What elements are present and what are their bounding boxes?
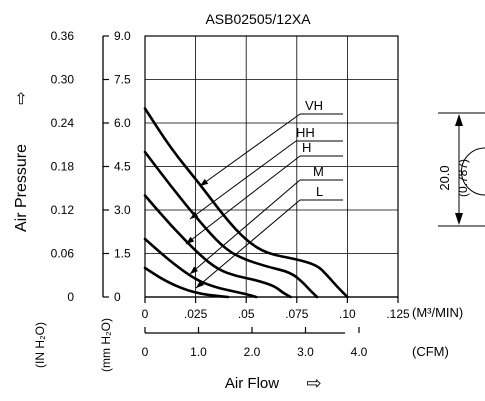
chart-title: ASB02505/12XA bbox=[205, 11, 311, 27]
y-tick-label-secondary: 4.5 bbox=[114, 160, 131, 174]
legend-label-m: M bbox=[313, 164, 324, 179]
y-tick-label-secondary: 1.5 bbox=[114, 247, 131, 261]
y-tick-label-primary: 0.12 bbox=[51, 203, 75, 217]
curves bbox=[143, 107, 349, 299]
legend-arrowhead bbox=[186, 236, 195, 244]
curve-m bbox=[143, 237, 258, 299]
x-tick-label-primary: 0 bbox=[142, 307, 149, 321]
y-unit-primary: (IN H₂O) bbox=[33, 322, 47, 368]
y-tick-label-primary: 0 bbox=[67, 290, 74, 304]
legend-arrowhead bbox=[190, 266, 199, 274]
y-tick-label-secondary: 9.0 bbox=[114, 29, 131, 43]
legend-label-l: L bbox=[316, 184, 323, 199]
y-tick-label-primary: 0.06 bbox=[51, 247, 75, 261]
y-tick-label-primary: 0.18 bbox=[51, 160, 75, 174]
y-axis-arrow-icon: ⇨ bbox=[13, 91, 30, 104]
side-dimension-sub: (0.787) bbox=[456, 159, 470, 197]
side-dimension-value: 20.0 bbox=[437, 165, 452, 190]
legend-leader bbox=[189, 140, 297, 220]
side-dimension-drawing bbox=[438, 112, 485, 227]
y-tick-label-secondary: 7.5 bbox=[114, 73, 131, 87]
x-unit-primary: (M³/MIN) bbox=[412, 305, 463, 320]
x-tick-label-primary: .075 bbox=[285, 307, 309, 321]
x-axis-label: Air Flow bbox=[225, 375, 279, 392]
grid bbox=[145, 36, 398, 297]
x-tick-label-secondary: 3.0 bbox=[297, 345, 314, 359]
x-tick-label-primary: .025 bbox=[184, 307, 208, 321]
legend-leader bbox=[195, 199, 301, 289]
legend-leader bbox=[185, 155, 301, 245]
y-tick-label-secondary: 3.0 bbox=[114, 203, 131, 217]
x-unit-secondary: (CFM) bbox=[412, 344, 449, 359]
legend-arrowhead bbox=[196, 280, 205, 288]
legend-arrowhead bbox=[190, 211, 199, 219]
curve-hh bbox=[143, 150, 319, 299]
x-tick-label-secondary: 4.0 bbox=[351, 345, 368, 359]
y-axis-label: Air Pressure bbox=[13, 144, 30, 232]
x-axis-arrow-icon: ⇨ bbox=[306, 373, 321, 393]
curve-h bbox=[143, 194, 293, 299]
curve-vh bbox=[143, 107, 349, 299]
x-tick-label-secondary: 2.0 bbox=[244, 345, 261, 359]
y-tick-label-secondary: 0 bbox=[114, 290, 121, 304]
legend-label-h: H bbox=[302, 140, 311, 155]
y-tick-label-primary: 0.24 bbox=[51, 116, 75, 130]
legend-leader bbox=[189, 179, 301, 275]
legend-label-hh: HH bbox=[296, 125, 315, 140]
x-tick-label-secondary: 0 bbox=[142, 345, 149, 359]
y-tick-label-primary: 0.30 bbox=[51, 73, 75, 87]
y-tick-label-primary: 0.36 bbox=[51, 29, 75, 43]
y-unit-secondary: (mm H₂O) bbox=[99, 318, 113, 372]
ticks: 0 0.06 0.12 0.18 0.24 0.30 0.36 0 1.5 3.0 4.5 6.0 7.… bbox=[51, 29, 410, 359]
legend-label-vh: VH bbox=[305, 98, 323, 113]
x-tick-label-primary: .10 bbox=[339, 307, 356, 321]
x-tick-label-primary: .05 bbox=[238, 307, 255, 321]
legend-arrowhead bbox=[200, 178, 209, 186]
legend-leader bbox=[199, 113, 301, 187]
x-tick-label-primary: .125 bbox=[386, 307, 410, 321]
x-tick-label-secondary: 1.0 bbox=[190, 345, 207, 359]
y-tick-label-secondary: 6.0 bbox=[114, 116, 131, 130]
